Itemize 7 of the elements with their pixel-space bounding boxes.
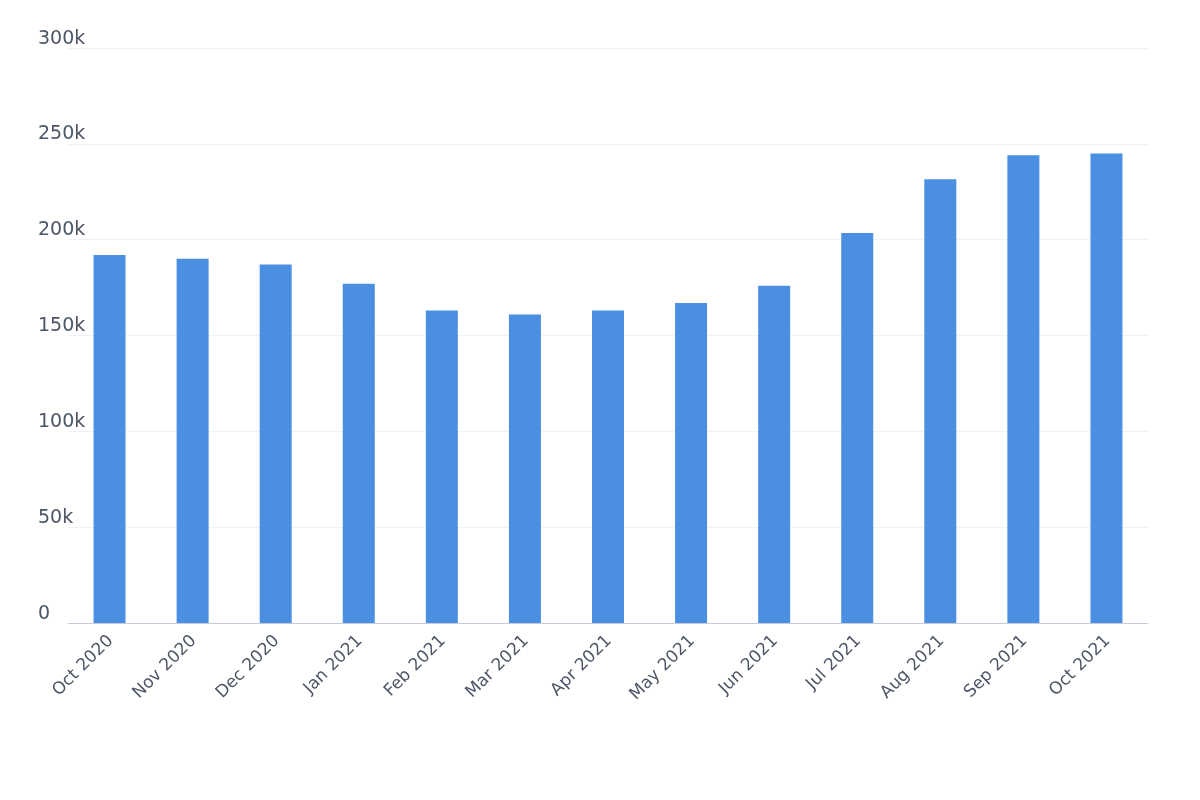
y-tick-label: 50k [38,504,74,527]
y-tick-label: 100k [38,408,86,431]
y-tick-label: 300k [38,25,86,48]
y-tick-label: 250k [38,121,86,144]
y-tick-label: 200k [38,217,86,240]
y-tick-label: 0 [38,600,51,623]
y-tick-label: 150k [38,313,86,335]
